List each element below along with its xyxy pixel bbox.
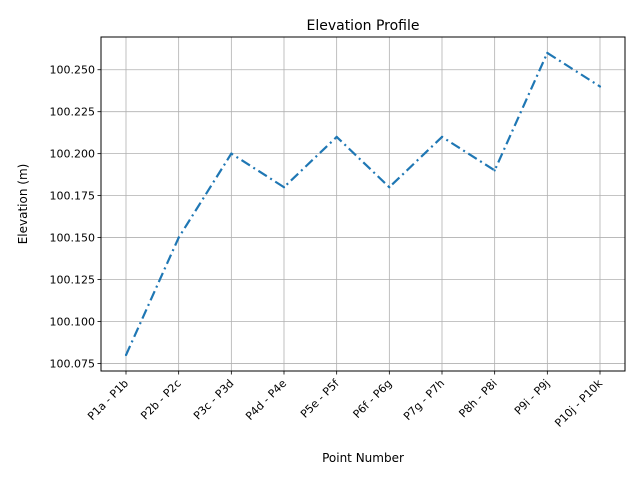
x-tick-label: P1a - P1b bbox=[85, 377, 131, 423]
data-point bbox=[388, 186, 391, 189]
x-tick-label: P3c - P3d bbox=[191, 377, 236, 422]
data-point bbox=[282, 186, 286, 189]
data-point bbox=[230, 152, 233, 155]
x-tick-label: P2b - P2c bbox=[138, 377, 183, 422]
y-tick-label: 100.175 bbox=[50, 190, 96, 203]
data-point bbox=[598, 85, 602, 88]
y-tick-label: 100.250 bbox=[50, 64, 96, 77]
series-layer bbox=[124, 51, 602, 357]
x-axis-label: Point Number bbox=[322, 451, 404, 465]
series-line bbox=[124, 51, 601, 356]
x-tick-label: P9i - P9j bbox=[512, 377, 553, 418]
y-tick-label: 100.200 bbox=[50, 148, 96, 161]
data-point bbox=[493, 169, 496, 172]
chart-title: Elevation Profile bbox=[306, 18, 419, 34]
x-tick-label: P4d - P4e bbox=[243, 377, 289, 423]
data-point bbox=[440, 135, 444, 138]
y-tick-label: 100.100 bbox=[50, 315, 96, 328]
y-axis-label: Elevation (m) bbox=[16, 164, 30, 245]
x-axis-ticks: P1a - P1b P2b - P2c P3c - P3d P4d - P4e P5e … bbox=[85, 371, 606, 430]
x-tick-label: P7g - P7h bbox=[401, 377, 447, 423]
x-tick-label: P6f - P6g bbox=[351, 377, 395, 421]
y-tick-label: 100.225 bbox=[50, 106, 96, 119]
x-tick-label: P8h - P8i bbox=[456, 377, 499, 420]
x-tick-label: P5e - P5f bbox=[298, 376, 343, 421]
data-point bbox=[546, 51, 549, 55]
plot-frame bbox=[100, 36, 626, 372]
y-tick-label: 100.075 bbox=[50, 357, 96, 370]
x-tick-label: P10j - P10k bbox=[552, 376, 605, 429]
data-point bbox=[335, 135, 338, 138]
y-tick-label: 100.150 bbox=[50, 232, 96, 245]
y-axis-ticks: 100.075 100.100 100.125 100.150 100.175 100.2… bbox=[50, 64, 101, 370]
data-point bbox=[124, 353, 128, 357]
grid bbox=[101, 37, 625, 371]
y-tick-label: 100.125 bbox=[50, 274, 96, 287]
data-point bbox=[177, 236, 180, 239]
